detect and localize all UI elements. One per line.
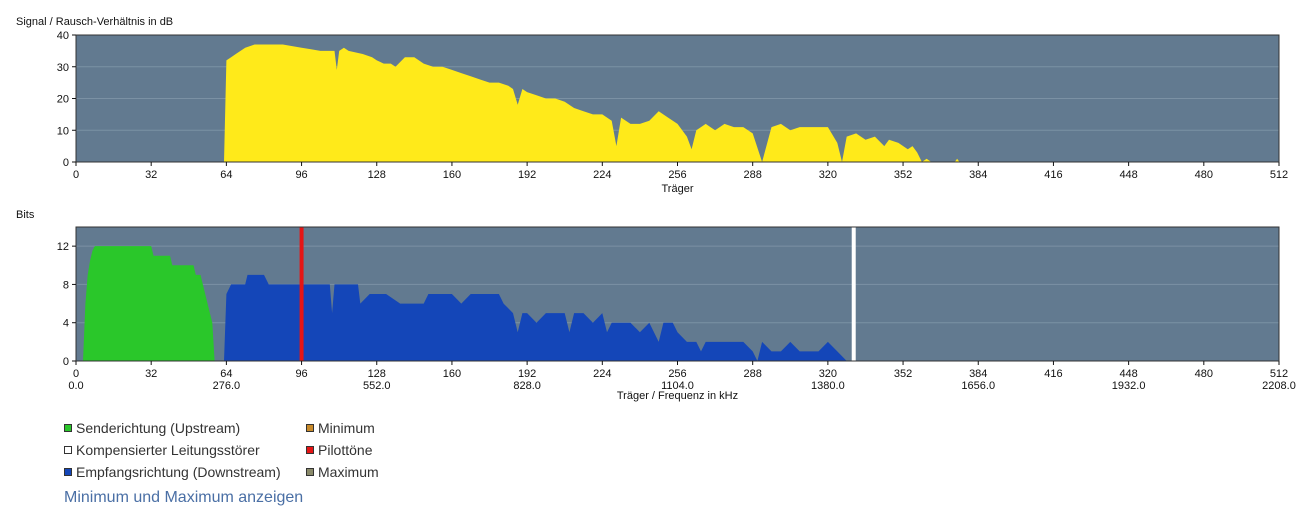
- legend-item-rfi: Kompensierter Leitungsstörer: [64, 442, 260, 458]
- x-tick-label: 320: [819, 169, 837, 181]
- bits-chart: Bits 0 4 8 12 0 32 64 96 128 160 192 224 256 288 320 352…: [16, 209, 1296, 402]
- x-freq-label: 828.0: [513, 380, 541, 392]
- x-tick-label: 0: [73, 368, 79, 380]
- x-freq-label: 552.0: [363, 380, 391, 392]
- x-tick-label: 0: [73, 169, 79, 181]
- legend-swatch-pilot: [306, 446, 314, 455]
- chart-title: Signal / Rausch-Verhältnis in dB: [16, 16, 173, 28]
- x-freq-label: 1104.0: [661, 380, 694, 392]
- series-area-0: [224, 44, 979, 162]
- x-tick-label: 416: [1044, 368, 1062, 380]
- x-tick-label: 32: [145, 169, 157, 181]
- legend-swatch-rfi: [64, 446, 72, 455]
- x-tick-label: 192: [518, 368, 536, 380]
- legend-label-upstream: Senderichtung (Upstream): [76, 420, 241, 436]
- x-tick-label: 32: [145, 368, 157, 380]
- marker-line-1: [851, 227, 856, 361]
- legend-label-downstream: Empfangsrichtung (Downstream): [76, 464, 281, 480]
- x-freq-label: 276.0: [213, 380, 241, 392]
- series-area-0: [83, 246, 215, 361]
- x-tick-label: 192: [518, 169, 536, 181]
- x-tick-label: 384: [969, 368, 987, 380]
- legend-item-maximum: Maximum: [306, 464, 379, 480]
- series-area-1: [224, 274, 852, 361]
- x-tick-label: 160: [443, 169, 461, 181]
- legend-item-pilot: Pilottöne: [306, 442, 372, 458]
- x-tick-label: 416: [1044, 169, 1062, 181]
- legend-label-minimum: Minimum: [318, 420, 375, 436]
- x-tick-label: 384: [969, 169, 987, 181]
- x-tick-label: 128: [368, 368, 386, 380]
- x-tick-label: 256: [668, 368, 686, 380]
- x-freq-label: 1656.0: [961, 380, 995, 392]
- x-tick-label: 288: [744, 368, 762, 380]
- legend-swatch-maximum: [306, 468, 314, 477]
- y-tick-label: 0: [63, 157, 69, 169]
- x-tick-label: 512: [1270, 368, 1288, 380]
- x-tick-label: 288: [744, 169, 762, 181]
- legend-item-upstream: Senderichtung (Upstream): [64, 420, 240, 436]
- y-tick-label: 0: [63, 356, 69, 368]
- marker-line-0: [299, 227, 304, 361]
- x-tick-label: 480: [1195, 368, 1213, 380]
- y-tick-label: 12: [57, 241, 69, 253]
- legend-swatch-downstream: [64, 468, 72, 477]
- legend-label-maximum: Maximum: [318, 464, 379, 480]
- x-axis-title: Träger: [662, 183, 694, 195]
- x-tick-label: 352: [894, 169, 912, 181]
- y-tick-label: 20: [57, 94, 69, 106]
- legend-label-rfi: Kompensierter Leitungsstörer: [76, 442, 260, 458]
- x-tick-label: 224: [593, 368, 611, 380]
- x-axis-title: Träger / Frequenz in kHz: [617, 390, 738, 402]
- x-tick-label: 96: [295, 169, 307, 181]
- x-tick-label: 224: [593, 169, 611, 181]
- x-tick-label: 160: [443, 368, 461, 380]
- x-tick-label: 128: [368, 169, 386, 181]
- y-tick-label: 40: [57, 30, 69, 42]
- x-freq-label: 0.0: [68, 380, 83, 392]
- legend-label-pilot: Pilottöne: [318, 442, 373, 458]
- x-tick-label: 256: [668, 169, 686, 181]
- legend-swatch-minimum: [306, 424, 314, 433]
- x-tick-label: 448: [1119, 169, 1137, 181]
- legend-swatch-upstream: [64, 424, 72, 433]
- y-tick-label: 8: [63, 279, 69, 291]
- x-tick-label: 320: [819, 368, 837, 380]
- x-freq-label: 1932.0: [1112, 380, 1146, 392]
- y-tick-label: 10: [57, 125, 69, 137]
- x-tick-label: 352: [894, 368, 912, 380]
- x-tick-label: 96: [295, 368, 307, 380]
- y-tick-label: 30: [57, 62, 69, 74]
- y-tick-label: 4: [63, 318, 69, 330]
- x-tick-label: 512: [1270, 169, 1288, 181]
- legend-item-minimum: Minimum: [306, 420, 375, 436]
- show-min-max-link[interactable]: Minimum und Maximum anzeigen: [64, 489, 304, 506]
- x-tick-label: 448: [1119, 368, 1137, 380]
- x-freq-label: 1380.0: [811, 380, 845, 392]
- x-tick-label: 480: [1195, 169, 1213, 181]
- snr-chart: Signal / Rausch-Verhältnis in dB 0 10 20 30 4…: [16, 16, 1288, 195]
- legend-item-downstream: Empfangsrichtung (Downstream): [64, 464, 281, 480]
- x-tick-label: 64: [220, 169, 232, 181]
- x-freq-label: 2208.0: [1262, 380, 1296, 392]
- x-tick-label: 64: [220, 368, 232, 380]
- chart-title: Bits: [16, 209, 35, 221]
